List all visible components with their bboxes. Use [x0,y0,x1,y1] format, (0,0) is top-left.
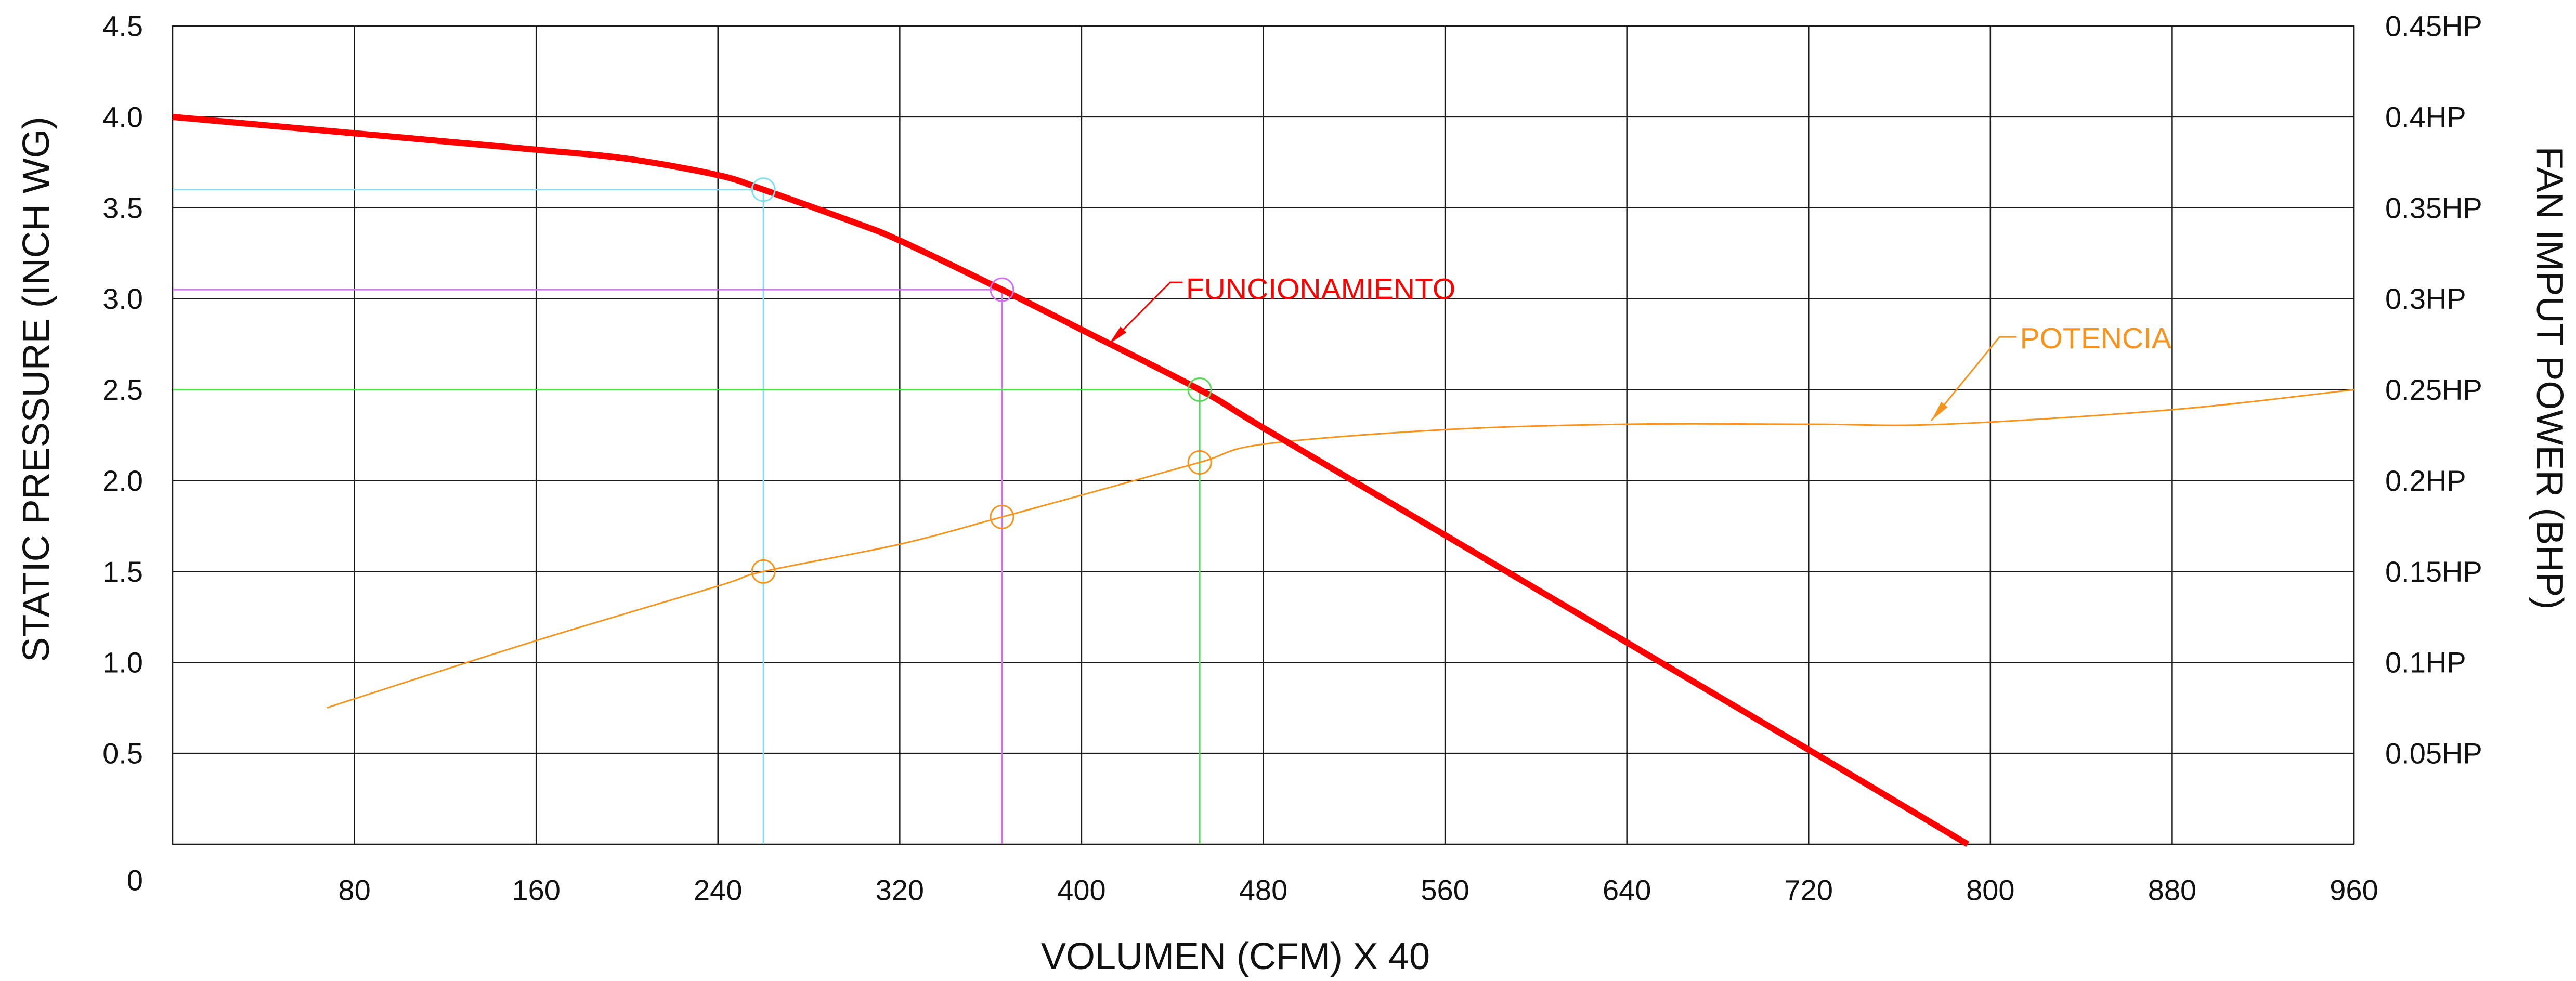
y-tick-label-right: 0.45HP [2385,10,2482,43]
plot-border [172,25,2355,845]
y-tick-label-left: 1.5 [102,555,143,588]
operating-point-markers [751,177,1212,584]
y-tick-label-left: 4.5 [102,10,143,43]
y-tick-label-left: 0 [127,864,143,897]
y-tick-label-right: 0.3HP [2385,282,2466,315]
y-tick-label-right: 0.2HP [2385,464,2466,497]
x-tick-label: 880 [2148,874,2196,907]
x-tick-label: 160 [512,874,560,907]
y-tick-label-right: 0.1HP [2385,646,2466,679]
y-axis-title-left: STATIC PRESSURE (INCH WG) [16,116,57,662]
x-tick-label: 320 [876,874,924,907]
tick-labels: 80 160 240 320 400 480 560 640 720 800 880 960 0 0.5 1… [102,10,2482,907]
annotation-label-potencia: POTENCIA [2020,322,2171,355]
operating-point-pressure-marker [990,277,1014,302]
y-tick-label-right: 0.05HP [2385,737,2482,770]
annotation-arrowhead [1109,326,1127,345]
series-annotations: FUNCIONAMIENTO POTENCIA [1108,272,2171,421]
x-tick-label: 480 [1239,874,1287,907]
y-tick-label-right: 0.4HP [2385,100,2466,133]
annotation-leader [1108,281,1183,345]
annotation-leader [1931,336,2017,421]
operating-point-power-marker [751,559,776,584]
y-tick-label-right: 0.25HP [2385,373,2482,406]
y-tick-label-right: 0.15HP [2385,555,2482,588]
y-tick-label-right: 0.35HP [2385,191,2482,224]
y-tick-label-left: 4.0 [102,100,143,133]
y-tick-label-left: 2.5 [102,373,143,406]
x-tick-label: 640 [1603,874,1651,907]
series-line-potencia [327,389,2354,709]
series-line-funcionamiento [172,113,1970,847]
series-lines [172,113,2354,847]
y-axis-title-right: FAN IMPUT POWER (BHP) [2529,147,2570,610]
x-tick-label: 720 [1785,874,1833,907]
grid [172,25,2355,845]
x-tick-label: 400 [1057,874,1105,907]
y-tick-label-left: 3.0 [102,282,143,315]
x-tick-label: 560 [1421,874,1469,907]
reference-lines [173,189,1201,844]
operating-point-power-marker [1187,450,1212,475]
y-tick-label-left: 2.0 [102,464,143,497]
operating-point-pressure-marker [1187,377,1212,402]
y-tick-label-left: 0.5 [102,737,143,770]
x-tick-label: 800 [1966,874,2014,907]
x-tick-label: 80 [338,874,370,907]
y-tick-label-left: 3.5 [102,191,143,224]
y-tick-label-left: 1.0 [102,646,143,679]
x-axis-title: VOLUMEN (CFM) X 40 [1041,936,1430,977]
x-tick-label: 240 [694,874,742,907]
annotation-arrowhead [1931,401,1948,421]
operating-point-pressure-marker [751,177,776,202]
operating-point-power-marker [990,504,1014,529]
annotation-label-funcionamiento: FUNCIONAMIENTO [1186,272,1455,306]
x-tick-label: 960 [2330,874,2378,907]
